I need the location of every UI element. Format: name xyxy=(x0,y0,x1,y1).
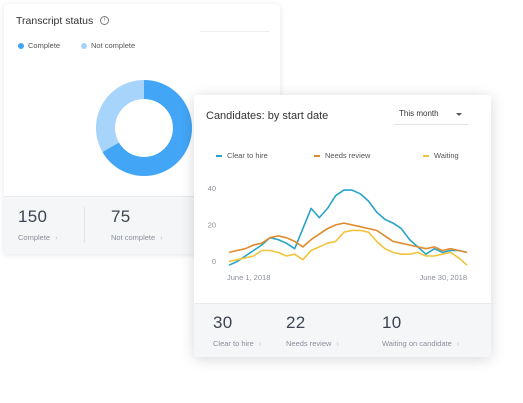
legend-not-complete-swatch xyxy=(81,42,87,49)
stat-divider xyxy=(84,207,85,243)
y-tick-label: 40 xyxy=(208,184,216,193)
stat-clear-to-hire-label: Clear to hire xyxy=(213,339,254,348)
stat-complete-value: 150 xyxy=(18,207,48,226)
stat-complete[interactable]: 150 Complete › xyxy=(18,207,57,242)
stat-not-complete-label: Not complete xyxy=(111,233,156,242)
series-line-clear-to-hire xyxy=(228,189,468,266)
stat-waiting-on-candidate-caption: Waiting on candidate › xyxy=(382,339,459,348)
chevron-right-icon: › xyxy=(258,341,262,348)
candidates-stats-footer: 30 Clear to hire › 22 Needs review › 10 Wa… xyxy=(194,303,491,357)
stat-complete-caption: Complete › xyxy=(18,233,57,242)
legend-needs-review: Needs review xyxy=(314,151,370,160)
legend-needs-review-swatch xyxy=(314,154,320,157)
stat-clear-to-hire[interactable]: 30 Clear to hire › xyxy=(213,313,261,348)
stat-needs-review-caption: Needs review › xyxy=(286,339,339,348)
x-axis-label-end: June 30, 2018 xyxy=(419,273,467,282)
y-tick-label: 0 xyxy=(212,257,216,266)
legend-clear-to-hire: Clear to hire xyxy=(216,151,268,160)
stat-needs-review-label: Needs review xyxy=(286,339,332,348)
legend-not-complete: Not complete xyxy=(81,41,135,50)
legend-waiting: Waiting xyxy=(423,151,459,160)
stat-not-complete-caption: Not complete › xyxy=(111,233,163,242)
chevron-right-icon: › xyxy=(160,235,163,242)
stat-waiting-on-candidate[interactable]: 10 Waiting on candidate › xyxy=(382,313,459,348)
chevron-right-icon: › xyxy=(336,341,339,348)
legend-waiting-swatch xyxy=(423,154,429,157)
legend-complete-label: Complete xyxy=(28,41,61,50)
transcript-donut-chart xyxy=(96,80,192,176)
stat-needs-review-value: 22 xyxy=(286,313,306,332)
candidates-line-chart: 0 20 40 June 1, 2018 June 30, 2018 xyxy=(208,184,468,282)
stat-waiting-on-candidate-label: Waiting on candidate xyxy=(382,339,452,348)
donut-slice-complete[interactable] xyxy=(102,80,192,176)
y-tick-label: 20 xyxy=(208,220,216,229)
stat-not-complete[interactable]: 75 Not complete › xyxy=(111,207,163,242)
info-icon[interactable]: i xyxy=(100,16,109,25)
period-select-value: This month xyxy=(399,109,439,118)
stat-not-complete-value: 75 xyxy=(111,207,131,226)
series-line-waiting xyxy=(228,229,468,266)
donut-slice-not-complete[interactable] xyxy=(96,80,144,152)
stat-waiting-on-candidate-value: 10 xyxy=(382,313,402,332)
stat-clear-to-hire-value: 30 xyxy=(213,313,233,332)
stat-clear-to-hire-caption: Clear to hire › xyxy=(213,339,261,348)
legend-clear-to-hire-swatch xyxy=(216,154,222,157)
legend-not-complete-label: Not complete xyxy=(91,41,136,50)
series-line-needs-review xyxy=(228,222,468,254)
candidates-title: Candidates: by start date xyxy=(206,110,329,122)
legend-waiting-label: Waiting xyxy=(434,151,459,160)
x-axis-label-start: June 1, 2018 xyxy=(227,273,270,282)
caret-down-icon xyxy=(456,113,462,116)
legend-complete: Complete xyxy=(18,41,60,50)
chevron-right-icon: › xyxy=(456,341,460,348)
transcript-status-title: Transcript status xyxy=(16,15,94,27)
stat-complete-label: Complete xyxy=(18,233,51,242)
legend-needs-review-label: Needs review xyxy=(325,151,371,160)
header-divider xyxy=(200,31,270,32)
chevron-right-icon: › xyxy=(55,235,58,242)
period-select[interactable]: This month xyxy=(394,105,468,125)
stat-needs-review[interactable]: 22 Needs review › xyxy=(286,313,339,348)
legend-clear-to-hire-label: Clear to hire xyxy=(227,151,268,160)
legend-complete-swatch xyxy=(18,42,24,49)
candidates-card: Candidates: by start date This month Cle… xyxy=(194,95,491,357)
